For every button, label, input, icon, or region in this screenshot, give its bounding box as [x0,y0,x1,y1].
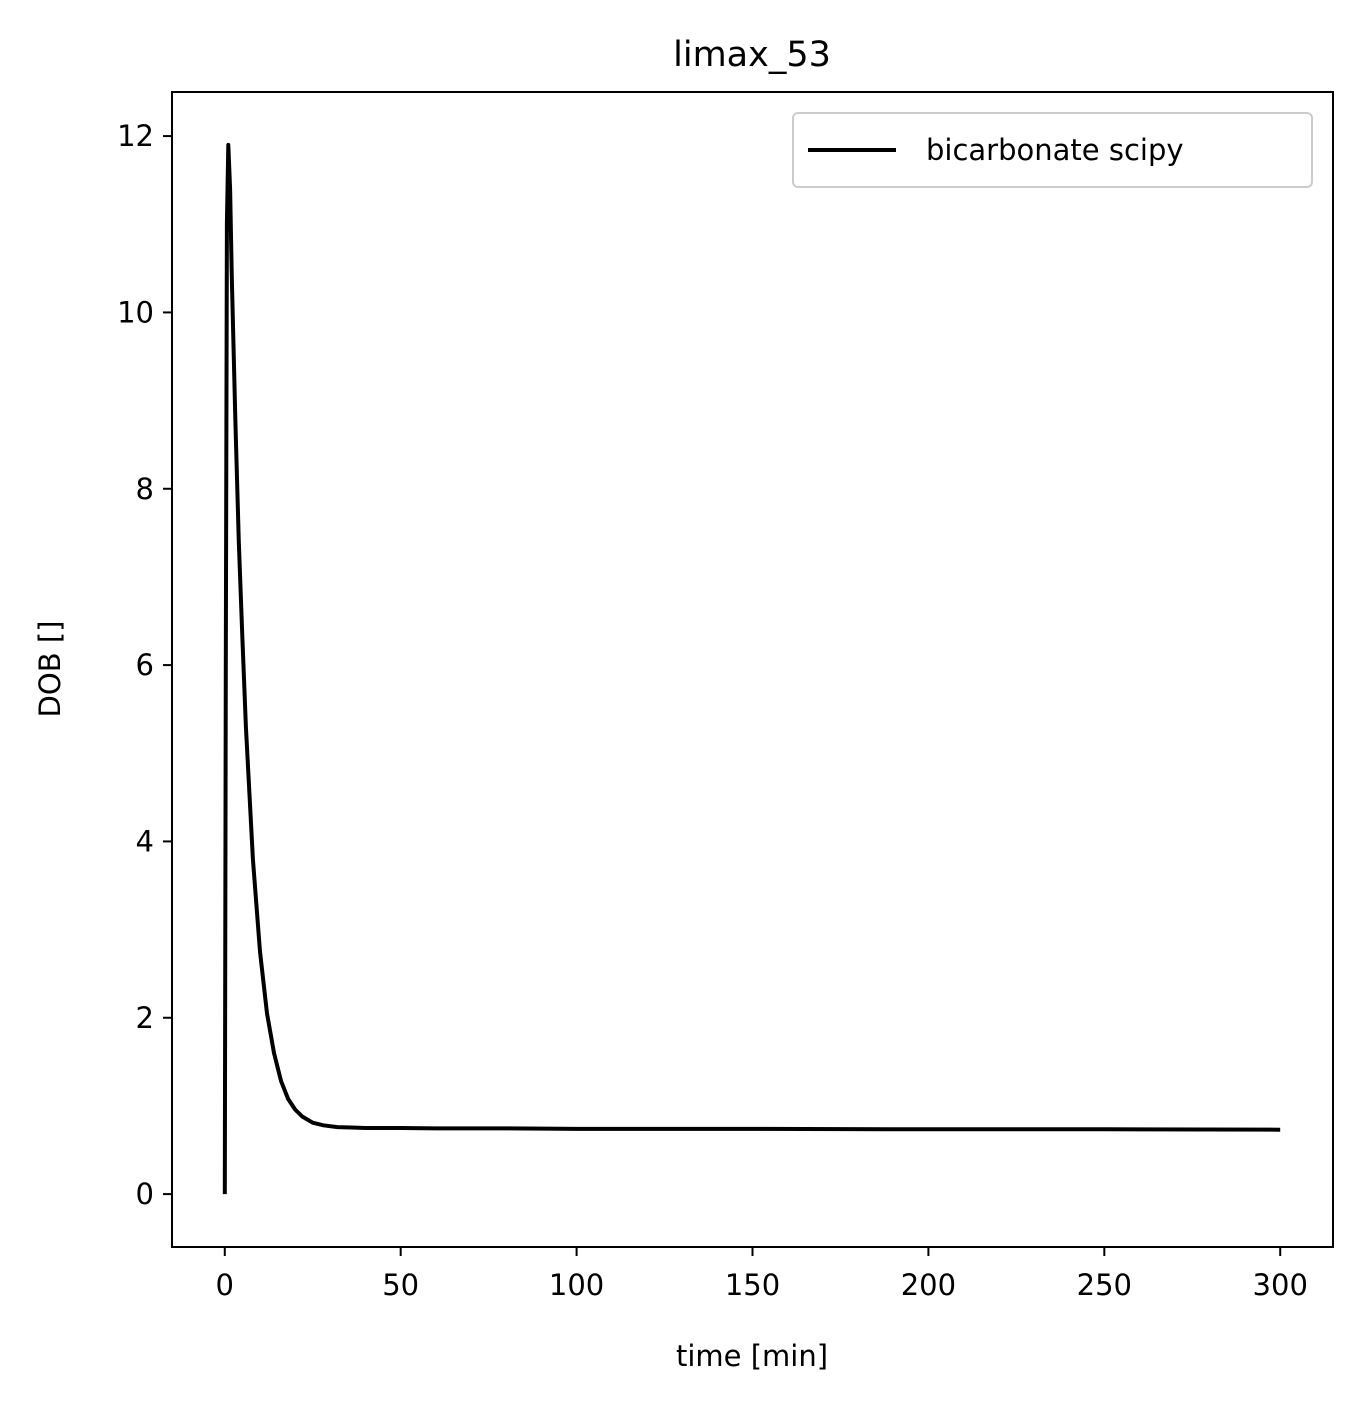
plot-area [222,142,1281,1195]
legend-label: bicarbonate scipy [926,133,1184,167]
x-tick-label: 100 [549,1268,604,1302]
legend-box [792,112,1313,188]
series-line-bicarbonate-scipy [222,142,1281,1195]
y-tick-label: 8 [136,472,154,506]
x-tick-label: 150 [725,1268,780,1302]
legend: bicarbonate scipy [792,112,1313,188]
plot-frame [171,91,1334,1248]
y-tick-label: 12 [117,119,154,153]
x-tick-label: 300 [1253,1268,1308,1302]
y-axis-ticks: 0 2 4 6 8 10 12 [117,119,172,1211]
x-tick-label: 200 [901,1268,956,1302]
y-tick-label: 10 [117,295,154,329]
y-tick-label: 2 [136,1001,154,1035]
x-axis-title: time [min] [676,1339,828,1373]
chart-title: limax_53 [673,35,831,75]
y-tick-label: 4 [136,824,154,858]
x-tick-label: 50 [382,1268,419,1302]
y-axis-title: DOB [] [33,621,67,718]
y-tick-label: 0 [136,1177,154,1211]
x-axis-ticks: 0 50 100 150 200 250 300 [216,1247,1308,1302]
x-tick-label: 0 [216,1268,234,1302]
y-tick-label: 6 [136,648,154,682]
x-tick-label: 250 [1077,1268,1132,1302]
